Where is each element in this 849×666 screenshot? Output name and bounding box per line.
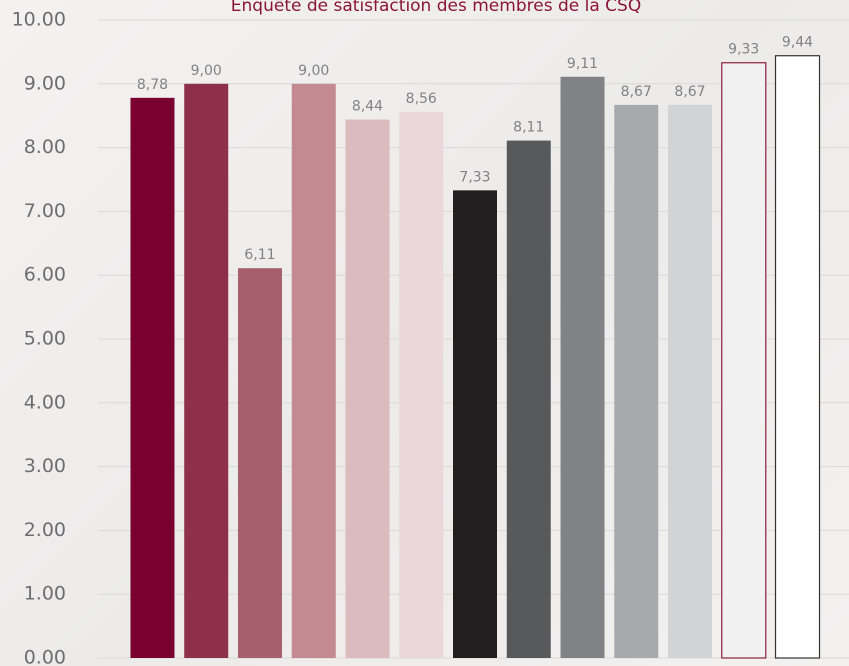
y-tick-label: 10.00 [12, 9, 66, 31]
value-label: 9,00 [191, 63, 222, 79]
value-label: 8,78 [137, 77, 168, 93]
value-label: 8,44 [352, 99, 383, 115]
bar [292, 84, 336, 658]
bar [453, 190, 497, 658]
chart: Enquête de satisfaction des membres de l… [0, 0, 849, 666]
y-tick-label: 9.00 [24, 72, 66, 94]
value-label: 8,56 [406, 91, 437, 107]
y-tick-label: 0.00 [24, 647, 66, 666]
value-label: 9,11 [567, 56, 598, 72]
y-tick-label: 6.00 [24, 264, 66, 286]
value-label: 9,00 [298, 63, 329, 79]
value-label: 9,44 [782, 35, 813, 51]
y-tick-label: 3.00 [24, 455, 66, 477]
bar [345, 120, 389, 658]
y-tick-label: 7.00 [24, 200, 66, 222]
bar [507, 141, 551, 658]
value-label: 6,11 [244, 247, 275, 263]
bar [561, 77, 605, 658]
y-tick-label: 1.00 [24, 583, 66, 605]
value-label: 8,67 [621, 84, 652, 100]
value-label: 7,33 [459, 169, 490, 185]
y-tick-label: 8.00 [24, 136, 66, 158]
y-tick-label: 2.00 [24, 519, 66, 541]
value-label: 8,67 [674, 84, 705, 100]
y-tick-label: 4.00 [24, 391, 66, 413]
bar [614, 105, 658, 658]
bar [130, 98, 174, 658]
bar [776, 56, 820, 658]
value-label: 8,11 [513, 120, 544, 136]
bar [722, 63, 766, 658]
chart-title: Enquête de satisfaction des membres de l… [231, 0, 641, 16]
bar [399, 112, 443, 658]
bar [238, 268, 282, 658]
y-tick-label: 5.00 [24, 328, 66, 350]
bar [668, 105, 712, 658]
value-label: 9,33 [728, 42, 759, 58]
bar [184, 84, 228, 658]
